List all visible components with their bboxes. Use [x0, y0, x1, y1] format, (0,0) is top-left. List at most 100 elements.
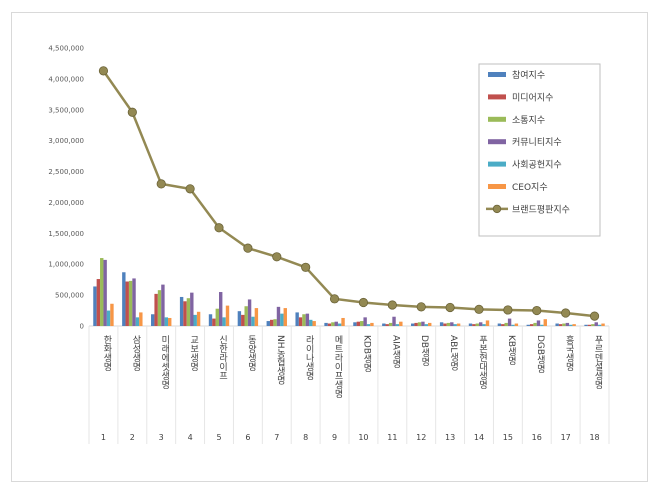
bar-1-14 — [468, 323, 473, 326]
bar-2-12 — [414, 322, 418, 326]
trend-line — [98, 66, 600, 321]
bar-3-18 — [591, 324, 595, 326]
legend-label: 미디어지수 — [512, 92, 553, 103]
bar-5-18 — [597, 324, 602, 326]
category-label: 푸본현대생명 — [477, 335, 487, 389]
category-label: 라이나생명 — [304, 335, 314, 380]
trend-point-2 — [127, 107, 137, 117]
category-number: 7 — [274, 433, 279, 442]
category-label: 동양생명 — [246, 335, 256, 371]
bar-1-15 — [497, 323, 502, 326]
category-label: DGB생명 — [535, 335, 545, 373]
category-label: 메트라이프생명 — [333, 335, 343, 398]
category-number: 17 — [561, 433, 571, 442]
bar-3-8 — [302, 314, 306, 326]
category-number: 18 — [589, 433, 599, 442]
legend-swatch — [488, 72, 506, 77]
bar-6-13 — [456, 323, 461, 326]
bar-1-6 — [237, 311, 242, 326]
bar-2-11 — [385, 324, 389, 326]
trend-point-14 — [474, 304, 484, 314]
trend-point-9 — [329, 294, 340, 304]
bar-1-10 — [353, 322, 357, 326]
bar-1-9 — [324, 322, 328, 326]
bar-3-5 — [215, 308, 219, 326]
bar-2-2 — [125, 281, 129, 326]
bar-3-14 — [475, 323, 479, 326]
category-number: 16 — [532, 433, 542, 442]
bar-3-7 — [273, 319, 277, 326]
bar-1-1 — [93, 286, 97, 326]
legend-swatch — [488, 116, 506, 122]
category-number: 9 — [332, 433, 337, 442]
category-label: 푸르덴셜생명 — [593, 335, 603, 389]
bar-3-15 — [504, 322, 508, 326]
bar-2-16 — [529, 324, 534, 326]
bar-5-15 — [511, 324, 515, 326]
category-number: 1 — [101, 433, 106, 442]
category-label: ABL생명 — [448, 335, 458, 370]
bar-2-5 — [212, 318, 216, 326]
trend-point-12 — [416, 302, 426, 312]
bar-4-8 — [305, 313, 310, 326]
bar-6-7 — [283, 308, 287, 326]
bar-1-12 — [411, 323, 415, 326]
bar-6-3 — [168, 317, 172, 326]
category-number: 3 — [159, 433, 164, 442]
legend-label: 소통지수 — [512, 115, 545, 126]
bar-2-15 — [501, 324, 505, 326]
trend-point-18 — [589, 311, 600, 321]
category-number: 6 — [245, 433, 250, 442]
category-label: NH농협생명 — [275, 335, 285, 385]
bar-5-8 — [309, 319, 313, 326]
trend-point-17 — [561, 308, 571, 318]
trend-point-4 — [185, 184, 195, 194]
bar-5-17 — [569, 324, 573, 326]
chart: 0 500,000 1,000,000 1,500,000 2,000,000 2,500… — [48, 45, 610, 444]
bar-4-11 — [392, 316, 396, 326]
bar-6-9 — [341, 317, 345, 326]
bar-4-15 — [507, 318, 512, 326]
bar-2-3 — [154, 293, 158, 326]
category-label: KDB생명 — [361, 335, 371, 372]
y-tick-label: 500,000 — [55, 292, 84, 300]
category-number: 13 — [445, 433, 455, 442]
legend-label: CEO지수 — [512, 182, 548, 193]
bar-2-9 — [327, 323, 332, 326]
bar-3-4 — [186, 298, 191, 326]
bar-4-2 — [132, 278, 136, 326]
category-label: 미래에셋생명 — [159, 335, 169, 389]
bar-3-10 — [360, 321, 364, 326]
bar-3-13 — [446, 322, 451, 326]
category-label: 신한라이프 — [217, 335, 227, 380]
bar-3-6 — [244, 306, 248, 326]
bar-6-14 — [485, 320, 490, 326]
legend-swatch — [488, 139, 506, 145]
bar-3-9 — [331, 322, 335, 326]
y-tick-label: 4,500,000 — [48, 45, 84, 53]
bar-1-4 — [179, 296, 184, 326]
bar-5-2 — [135, 317, 140, 326]
y-tick-label: 3,000,000 — [48, 137, 84, 145]
bar-6-18 — [601, 323, 605, 326]
bar-5-1 — [106, 310, 111, 326]
category-label: 삼성생명 — [130, 335, 140, 371]
bar-4-7 — [276, 306, 281, 326]
y-tick-label: 1,000,000 — [48, 261, 84, 269]
bar-4-3 — [161, 284, 165, 326]
bar-4-18 — [594, 322, 598, 326]
bar-3-1 — [100, 258, 104, 326]
trend-point-13 — [445, 302, 455, 313]
bar-5-12 — [424, 324, 429, 326]
category-label: KB생명 — [506, 335, 516, 365]
bar-4-1 — [103, 259, 107, 326]
bar-2-8 — [298, 317, 303, 326]
legend-label: 브랜드평판지수 — [512, 204, 570, 215]
bar-4-14 — [479, 322, 483, 326]
bar-6-10 — [370, 322, 374, 326]
bar-2-17 — [558, 324, 563, 326]
category-number: 10 — [358, 433, 368, 442]
trend-point-5 — [214, 223, 224, 233]
bar-1-18 — [584, 324, 588, 326]
